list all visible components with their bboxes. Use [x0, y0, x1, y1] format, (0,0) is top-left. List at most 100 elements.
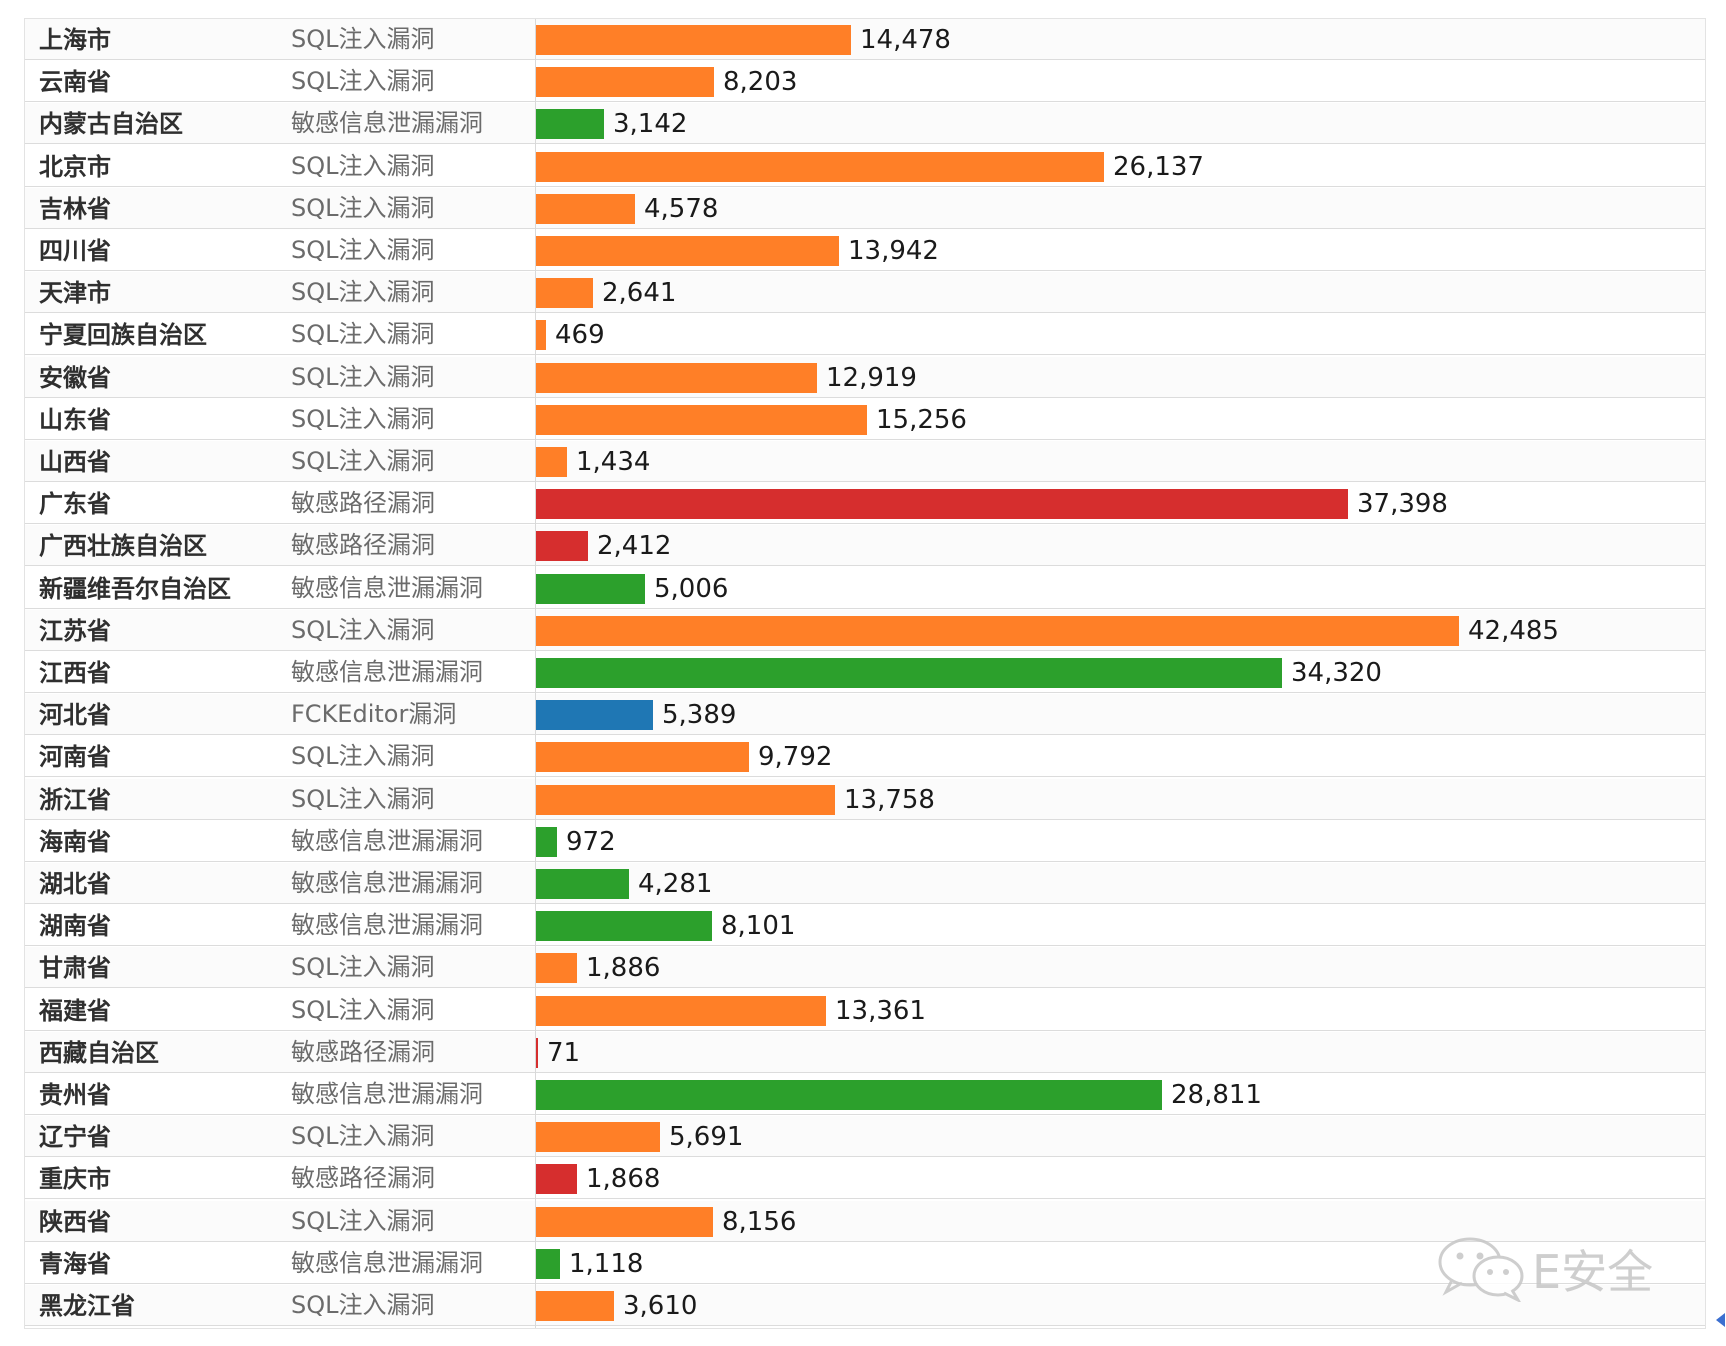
table-row: 黑龙江省 SQL注入漏洞 3,610 [25, 1285, 1705, 1326]
vuln-type-label: SQL注入漏洞 [291, 362, 435, 391]
bar [536, 911, 712, 942]
value-label: 5,389 [662, 700, 737, 731]
region-label: 海南省 [39, 826, 111, 856]
region-label: 天津市 [39, 278, 111, 308]
watermark-text: E安全 [1532, 1245, 1654, 1299]
value-label: 2,641 [602, 278, 677, 309]
bar [536, 67, 714, 98]
table-row: 北京市 SQL注入漏洞 26,137 [25, 146, 1705, 187]
table-row: 新疆维吾尔自治区 敏感信息泄漏漏洞 5,006 [25, 568, 1705, 609]
value-label: 3,610 [623, 1291, 698, 1321]
table-row: 湖南省 敏感信息泄漏漏洞 8,101 [25, 905, 1705, 947]
value-label: 1,886 [586, 953, 661, 984]
region-label: 河南省 [39, 742, 111, 772]
bar [536, 362, 817, 393]
table-row: 湖北省 敏感信息泄漏漏洞 4,281 [25, 863, 1705, 904]
region-label: 贵州省 [39, 1080, 111, 1109]
vuln-type-label: SQL注入漏洞 [291, 151, 435, 180]
vuln-type-label: 敏感路径漏洞 [291, 1164, 435, 1193]
table-row: 陕西省 SQL注入漏洞 8,156 [25, 1200, 1705, 1242]
bar [536, 1080, 1162, 1110]
vuln-type-label: SQL注入漏洞 [291, 953, 435, 982]
region-label: 内蒙古自治区 [39, 109, 183, 139]
table-row: 浙江省 SQL注入漏洞 13,758 [25, 778, 1705, 820]
value-label: 15,256 [876, 404, 967, 435]
bar [536, 447, 567, 477]
corner-arrow-icon [1716, 1313, 1725, 1327]
table-row: 辽宁省 SQL注入漏洞 5,691 [25, 1116, 1705, 1158]
region-label: 黑龙江省 [39, 1291, 135, 1320]
table-row: 江西省 敏感信息泄漏漏洞 34,320 [25, 652, 1705, 693]
bar [536, 615, 1459, 646]
value-label: 34,320 [1291, 658, 1382, 688]
table-row: 重庆市 敏感路径漏洞 1,868 [25, 1158, 1705, 1200]
value-label: 1,868 [586, 1164, 661, 1195]
value-label: 13,942 [848, 236, 939, 266]
vuln-type-label: 敏感路径漏洞 [291, 531, 435, 560]
table-row: 广西壮族自治区 敏感路径漏洞 2,412 [25, 525, 1705, 567]
table-row: 广东省 敏感路径漏洞 37,398 [25, 483, 1705, 525]
region-label: 吉林省 [39, 193, 111, 223]
table-row: 天津市 SQL注入漏洞 2,641 [25, 272, 1705, 314]
table-row: 内蒙古自治区 敏感信息泄漏漏洞 3,142 [25, 103, 1705, 145]
vuln-type-label: 敏感路径漏洞 [291, 1037, 435, 1066]
table-row: 上海市 SQL注入漏洞 14,478 [25, 19, 1705, 60]
value-label: 14,478 [860, 25, 951, 55]
bar [536, 109, 604, 140]
region-label: 西藏自治区 [39, 1037, 159, 1067]
bar [536, 869, 629, 899]
table-row: 福建省 SQL注入漏洞 13,361 [25, 990, 1705, 1031]
bar [536, 658, 1282, 688]
value-label: 972 [566, 826, 616, 857]
value-label: 71 [547, 1037, 581, 1068]
value-label: 2,412 [597, 531, 672, 562]
region-label: 福建省 [39, 995, 111, 1025]
region-label: 宁夏回族自治区 [39, 320, 207, 350]
table-row: 山西省 SQL注入漏洞 1,434 [25, 441, 1705, 482]
region-label: 四川省 [39, 236, 111, 265]
region-label: 广东省 [39, 489, 111, 519]
bar [536, 531, 588, 562]
table-row: 云南省 SQL注入漏洞 8,203 [25, 61, 1705, 103]
label-bar-divider [535, 19, 536, 1328]
vuln-type-label: 敏感信息泄漏漏洞 [291, 1080, 483, 1108]
vuln-type-label: FCKEditor漏洞 [291, 700, 457, 729]
bar [536, 193, 635, 224]
value-label: 37,398 [1357, 489, 1448, 520]
table-row: 四川省 SQL注入漏洞 13,942 [25, 230, 1705, 271]
vuln-type-label: SQL注入漏洞 [291, 67, 435, 96]
bar [536, 573, 645, 604]
vuln-type-label: SQL注入漏洞 [291, 1206, 435, 1235]
vuln-type-label: SQL注入漏洞 [291, 1122, 435, 1151]
vuln-type-label: 敏感信息泄漏漏洞 [291, 911, 483, 940]
bar [536, 700, 653, 731]
bar [536, 995, 826, 1026]
bar [536, 151, 1104, 182]
value-label: 9,792 [758, 742, 833, 773]
vuln-type-label: 敏感信息泄漏漏洞 [291, 826, 483, 855]
value-label: 4,578 [644, 193, 719, 224]
bar [536, 742, 749, 773]
table-row: 甘肃省 SQL注入漏洞 1,886 [25, 947, 1705, 989]
vuln-type-label: SQL注入漏洞 [291, 742, 435, 771]
region-label: 湖北省 [39, 869, 111, 898]
region-label: 甘肃省 [39, 953, 111, 983]
region-label: 陕西省 [39, 1206, 111, 1236]
table-row: 江苏省 SQL注入漏洞 42,485 [25, 609, 1705, 651]
value-label: 28,811 [1171, 1080, 1262, 1110]
value-label: 5,691 [669, 1122, 744, 1153]
vuln-type-label: SQL注入漏洞 [291, 278, 435, 307]
value-label: 1,118 [569, 1248, 644, 1279]
bar [536, 25, 851, 55]
value-label: 8,101 [721, 911, 796, 942]
table-row: 河南省 SQL注入漏洞 9,792 [25, 736, 1705, 778]
value-label: 8,156 [722, 1206, 797, 1237]
value-label: 13,361 [835, 995, 926, 1026]
chart-frame: 上海市 SQL注入漏洞 14,478 云南省 SQL注入漏洞 8,203 内蒙古自治区 敏感信… [24, 18, 1706, 1329]
value-label: 13,758 [844, 784, 935, 815]
value-label: 12,919 [826, 362, 917, 393]
vuln-type-label: 敏感信息泄漏漏洞 [291, 573, 483, 602]
vuln-type-label: 敏感信息泄漏漏洞 [291, 869, 483, 897]
vuln-type-label: SQL注入漏洞 [291, 784, 435, 813]
bar [536, 1248, 560, 1279]
